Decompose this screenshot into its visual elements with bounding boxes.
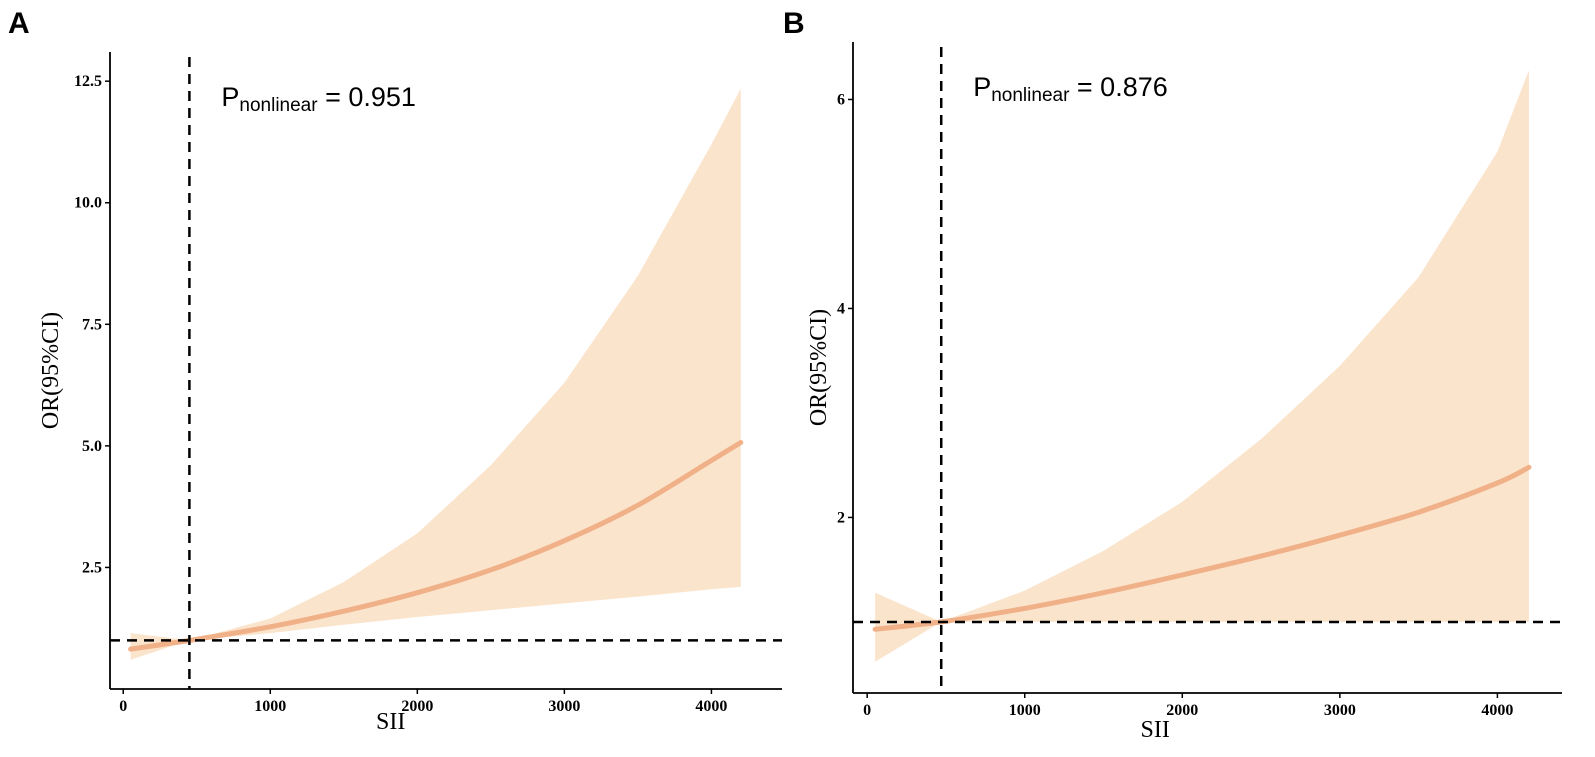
or-line xyxy=(128,440,744,652)
x-tick-label: 4000 xyxy=(1481,702,1513,719)
y-tick-label: 2 xyxy=(837,509,845,526)
x-tick-label: 0 xyxy=(119,698,127,715)
y-tick-label: 2.5 xyxy=(82,559,102,576)
y-tick-label: 10.0 xyxy=(74,195,102,212)
p-nonlinear-annotation: Pnonlinear = 0.951 xyxy=(221,82,416,116)
y-tick-label: 6 xyxy=(837,91,845,108)
x-tick-label: 2000 xyxy=(1166,702,1198,719)
x-tick-label: 1000 xyxy=(254,698,286,715)
x-tick-label: 3000 xyxy=(1324,702,1356,719)
x-axis-title: SII xyxy=(376,709,405,735)
x-tick-label: 4000 xyxy=(695,698,727,715)
ci-band xyxy=(875,70,1529,662)
x-tick-label: 3000 xyxy=(548,698,580,715)
y-tick-label: 7.5 xyxy=(82,316,102,333)
p-nonlinear-annotation: Pnonlinear = 0.876 xyxy=(973,72,1168,106)
y-axis-title: OR(95%CI) xyxy=(806,309,832,426)
ci-band xyxy=(130,88,741,660)
x-tick-label: 2000 xyxy=(401,698,433,715)
panel-a: A 2.5 5.0 7.5 10.0 12.5 0 1000 2000 3000 4000 SII OR… xyxy=(8,7,782,735)
panel-label: B xyxy=(783,7,805,40)
y-axis-title: OR(95%CI) xyxy=(38,312,64,429)
y-tick-label: 12.5 xyxy=(74,73,102,90)
x-tick-label: 1000 xyxy=(1009,702,1041,719)
panel-b: B 2 4 6 0 1000 2000 3000 4000 SII OR(95%CI) Pnonlin… xyxy=(783,7,1562,743)
panel-label: A xyxy=(8,7,30,40)
or-line xyxy=(872,464,1532,632)
y-tick-label: 4 xyxy=(837,300,845,317)
x-axis-title: SII xyxy=(1141,717,1170,743)
y-tick-label: 5.0 xyxy=(82,438,102,455)
x-tick-label: 0 xyxy=(863,702,871,719)
